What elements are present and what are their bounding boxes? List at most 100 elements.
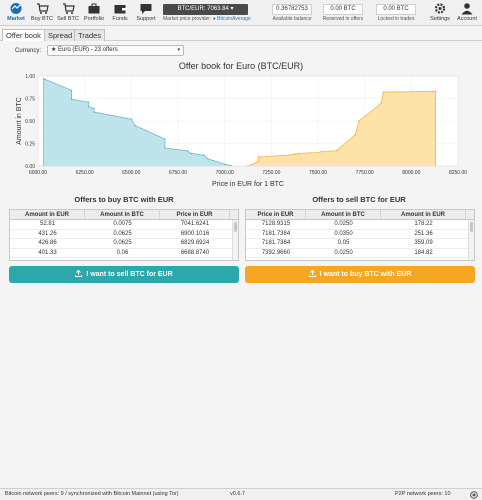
data-point xyxy=(320,150,323,153)
table-row[interactable]: 7181.7384 0.05 359.09 xyxy=(246,239,474,249)
account-icon xyxy=(461,3,473,15)
offer-book-chart: 6000.00 6250.00 6500.00 6750.00 7000.00 7250.… xyxy=(16,74,467,188)
column-header[interactable]: Amount in EUR xyxy=(381,210,466,219)
nav-account[interactable]: Account xyxy=(454,2,480,22)
data-point xyxy=(164,147,166,149)
settings-icon xyxy=(434,3,446,14)
data-point xyxy=(203,154,205,156)
table-cell: 52.81 xyxy=(39,221,55,227)
locked-balance-label: Locked in trades xyxy=(377,16,415,22)
x-tick-label: 6000.00 xyxy=(29,170,47,176)
table-cell: 7041.6241 xyxy=(180,221,210,227)
data-point xyxy=(335,149,338,152)
data-point xyxy=(190,152,192,155)
data-point xyxy=(358,120,360,122)
tor-icon xyxy=(470,491,478,499)
series-area-1 xyxy=(247,91,436,166)
table-row[interactable]: 7181.7384 0.0350 251.36 xyxy=(246,230,474,239)
data-point xyxy=(294,153,297,156)
column-header[interactable]: Price in EUR xyxy=(246,210,306,219)
table-cell: 251.36 xyxy=(414,230,433,237)
market-price-selector[interactable]: BTC/EUR: 7063.84 ▾ xyxy=(163,4,248,15)
table-row[interactable]: 52.81 0.0075 7041.6241 xyxy=(10,220,238,230)
scrollbar[interactable] xyxy=(468,220,474,260)
table-header: Price in EUR Amount in BTC Amount in EUR xyxy=(246,210,474,220)
data-point xyxy=(207,158,209,160)
portfolio-icon xyxy=(88,3,100,14)
column-header[interactable]: Amount in EUR xyxy=(10,210,85,219)
table-row[interactable]: 431.26 0.0625 6900.1016 xyxy=(10,230,238,239)
status-bar: Bitcoin network peers: 9 / synchronized … xyxy=(0,488,482,500)
table-cell: 7392.9660 xyxy=(261,249,291,256)
x-tick-label: 6250.00 xyxy=(76,170,94,176)
data-point xyxy=(93,111,95,113)
nav-market[interactable]: Market xyxy=(3,2,29,22)
buy-btc-button[interactable]: I want to buy BTC with EUR xyxy=(245,266,475,283)
table-row[interactable]: 401.33 0.06 6688.8740 xyxy=(10,249,238,258)
price-provider: Market price provider: ● BitcoinAverage xyxy=(163,16,251,22)
data-point xyxy=(223,163,226,165)
nav-support[interactable]: Support xyxy=(133,2,159,22)
tab-trades[interactable]: Trades xyxy=(74,29,106,41)
table-cell: 359.09 xyxy=(414,240,433,246)
tab-bar: Offer book Spread Trades xyxy=(0,27,482,41)
table-cell: 0.0250 xyxy=(334,221,353,227)
data-point xyxy=(134,124,136,127)
column-header[interactable]: Amount in BTC xyxy=(85,210,160,219)
table-body: 52.81 0.0075 7041.6241 431.26 0.0625 6900.101… xyxy=(10,220,238,258)
app-version: v0.6.7 xyxy=(230,491,245,497)
upload-icon xyxy=(308,270,316,277)
series-area-0 xyxy=(43,78,233,166)
table-cell: 7181.7384 xyxy=(261,230,291,237)
currency-label: Currency: xyxy=(15,48,42,54)
x-tick-label: 7750.00 xyxy=(356,170,374,176)
data-point xyxy=(354,133,357,136)
nav-buy-btc[interactable]: Buy BTC xyxy=(29,2,55,22)
table-cell: 6900.1016 xyxy=(180,230,210,237)
column-header[interactable]: Price in EUR xyxy=(160,210,230,219)
data-point xyxy=(186,149,189,152)
chevron-down-icon: ▾ xyxy=(230,6,234,12)
sell-offers-table: Price in EUR Amount in BTC Amount in EUR… xyxy=(245,209,475,261)
data-point xyxy=(130,118,133,120)
data-point xyxy=(70,98,73,101)
scrollbar-thumb[interactable] xyxy=(234,222,237,232)
sell-btc-button[interactable]: I want to sell BTC for EUR xyxy=(9,266,239,283)
tab-spread[interactable]: Spread xyxy=(44,29,77,41)
x-axis-label: Price in EUR for 1 BTC xyxy=(212,181,284,188)
buy-offers-title: Offers to buy BTC with EUR xyxy=(74,195,174,204)
table-row[interactable]: 426.86 0.0625 6829.6924 xyxy=(10,239,238,249)
nav-funds[interactable]: Funds xyxy=(107,2,133,22)
table-cell: 0.0350 xyxy=(334,230,353,237)
tab-offer-book[interactable]: Offer book xyxy=(2,29,45,41)
scrollbar-thumb[interactable] xyxy=(470,222,473,232)
data-point xyxy=(382,91,385,93)
x-tick-label: 7500.00 xyxy=(309,170,327,176)
table-row[interactable]: 7128.9315 0.0250 178.22 xyxy=(246,220,474,230)
buy-offers-table: Amount in EUR Amount in BTC Price in EUR… xyxy=(9,209,239,261)
table-cell: 6829.6924 xyxy=(180,240,210,246)
nav-portfolio[interactable]: Portfolio xyxy=(81,2,107,22)
y-tick-label: 0.25 xyxy=(25,142,35,148)
y-tick-label: 0.75 xyxy=(25,97,35,103)
bitcoinaverage-logo[interactable]: ● BitcoinAverage xyxy=(212,16,251,22)
nav-settings[interactable]: Settings xyxy=(427,2,453,22)
chevron-down-icon: ▾ xyxy=(177,47,180,53)
column-header[interactable]: Amount in BTC xyxy=(306,210,381,219)
nav-sell-btc[interactable]: Sell BTC xyxy=(55,2,81,22)
table-cell: 0.0625 xyxy=(113,230,132,237)
market-icon xyxy=(10,3,22,14)
table-cell: 184.82 xyxy=(414,249,433,256)
x-tick-label: 6500.00 xyxy=(122,170,140,176)
upload-icon xyxy=(75,270,83,277)
table-cell: 7128.9315 xyxy=(261,221,291,227)
table-cell: 0.06 xyxy=(116,249,129,256)
scrollbar[interactable] xyxy=(232,220,238,260)
table-body: 7128.9315 0.0250 178.22 7181.7384 0.0350 251.… xyxy=(246,220,474,258)
data-point xyxy=(164,138,166,140)
x-tick-label: 8000.00 xyxy=(402,170,420,176)
currency-select[interactable]: ★ Euro (EUR) - 23 offers ▾ xyxy=(47,45,184,56)
data-point xyxy=(292,153,295,156)
table-row[interactable]: 7392.9660 0.0250 184.82 xyxy=(246,249,474,258)
x-tick-label: 7000.00 xyxy=(216,170,234,176)
